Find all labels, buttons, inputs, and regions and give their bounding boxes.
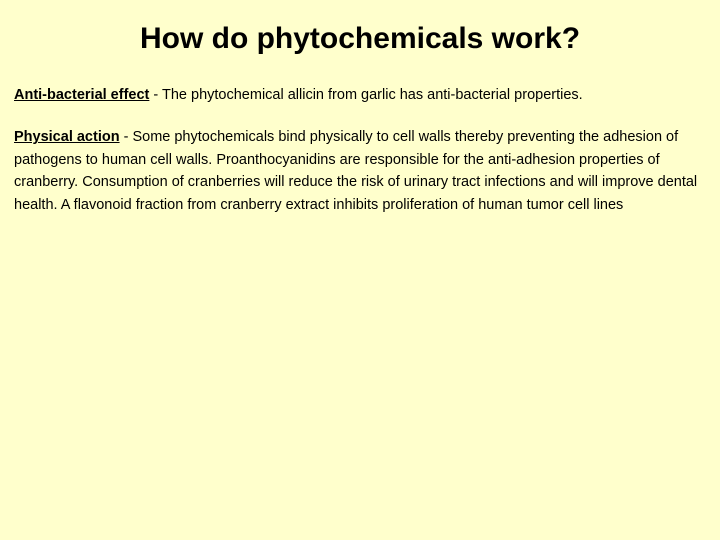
slide-title: How do phytochemicals work? bbox=[0, 0, 720, 84]
slide-content: Anti-bacterial effect - The phytochemica… bbox=[0, 84, 720, 216]
section-antibacterial: Anti-bacterial effect - The phytochemica… bbox=[14, 84, 706, 106]
section-physical-action: Physical action - Some phytochemicals bi… bbox=[14, 126, 706, 216]
section-lead: Physical action bbox=[14, 129, 120, 145]
section-body: - The phytochemical allicin from garlic … bbox=[149, 87, 582, 103]
section-lead: Anti-bacterial effect bbox=[14, 87, 149, 103]
